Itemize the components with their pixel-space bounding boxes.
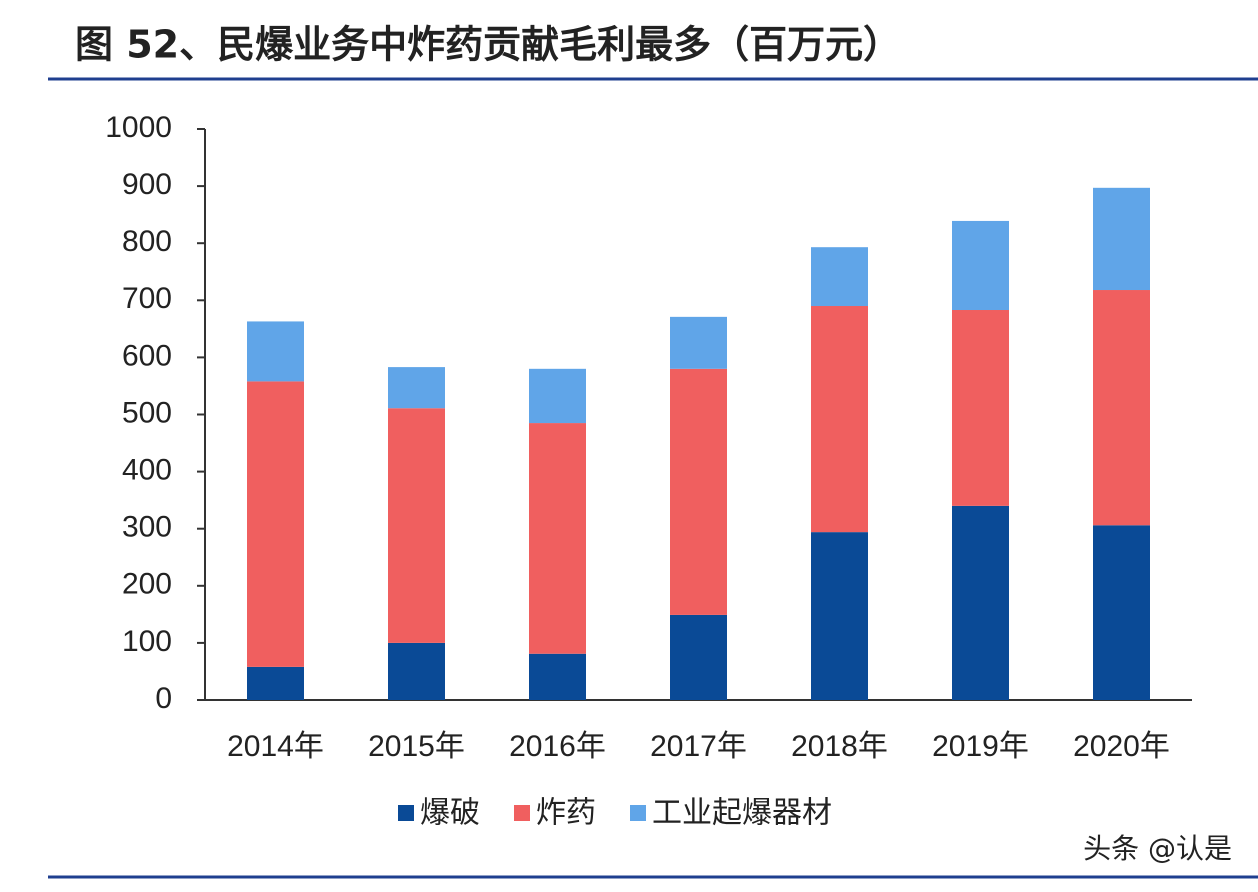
bar-segment xyxy=(1093,290,1150,526)
bar-segment xyxy=(529,423,586,654)
x-tick-label: 2016年 xyxy=(509,730,606,763)
bar-segment xyxy=(1093,187,1150,291)
x-tick-label: 2017年 xyxy=(650,730,747,763)
y-tick-label: 800 xyxy=(122,225,172,258)
legend-label: 炸药 xyxy=(536,796,596,831)
bar-segment xyxy=(388,367,445,409)
watermark: 头条 @认是 xyxy=(1083,832,1232,865)
x-tick-label: 2019年 xyxy=(932,730,1029,763)
bar-segment xyxy=(670,368,727,615)
y-tick-label: 0 xyxy=(155,682,172,715)
legend-swatch xyxy=(630,805,646,821)
bar-segment xyxy=(529,368,586,424)
y-tick-label: 700 xyxy=(122,282,172,315)
bar-segment xyxy=(811,306,868,533)
bar-segment xyxy=(811,247,868,307)
bar-segment xyxy=(670,614,727,700)
y-tick-label: 500 xyxy=(122,396,172,429)
y-tick-label: 200 xyxy=(122,568,172,601)
chart-title: 图 52、民爆业务中炸药贡献毛利最多（百万元） xyxy=(75,23,901,67)
x-tick-label: 2014年 xyxy=(227,730,324,763)
y-tick-label: 300 xyxy=(122,511,172,544)
bar-segment xyxy=(670,316,727,369)
bar-segment xyxy=(952,310,1009,506)
y-tick-label: 900 xyxy=(122,168,172,201)
bar-segment xyxy=(247,381,304,667)
bar-segment xyxy=(247,666,304,700)
legend-label: 工业起爆器材 xyxy=(652,796,832,831)
x-tick-label: 2018年 xyxy=(791,730,888,763)
y-tick-label: 100 xyxy=(122,625,172,658)
bar-segment xyxy=(1093,525,1150,700)
y-tick-label: 600 xyxy=(122,339,172,372)
legend-swatch xyxy=(514,805,530,821)
bar-segment xyxy=(529,653,586,700)
bar-segment xyxy=(952,220,1009,311)
x-tick-label: 2015年 xyxy=(368,730,465,763)
bar-segment xyxy=(388,408,445,643)
x-tick-label: 2020年 xyxy=(1073,730,1170,763)
y-tick-label: 1000 xyxy=(105,111,172,144)
bar-segment xyxy=(388,642,445,700)
legend-swatch xyxy=(398,805,414,821)
bar-segment xyxy=(247,321,304,382)
legend-label: 爆破 xyxy=(420,796,480,831)
bar-segment xyxy=(811,532,868,700)
y-tick-label: 400 xyxy=(122,454,172,487)
bar-segment xyxy=(952,505,1009,700)
